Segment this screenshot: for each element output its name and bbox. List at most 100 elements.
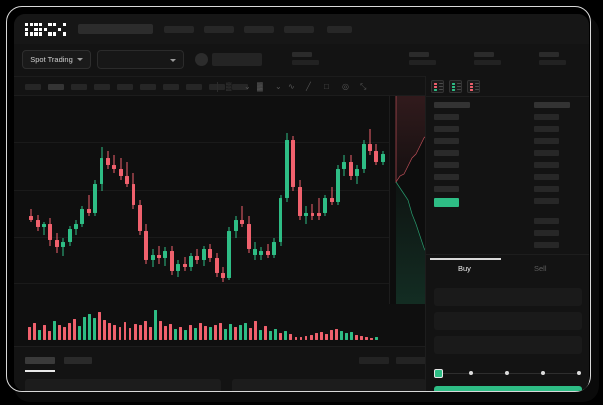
tab-sell[interactable]: Sell [534,264,547,273]
orderbook-bid-row[interactable] [534,242,559,248]
volume-bar [93,318,97,340]
market-type-selector[interactable]: Spot Trading [22,50,91,69]
candlestick [189,252,193,272]
chevron-down-icon[interactable]: ⌄ [244,82,251,91]
orderbook-ask-row[interactable] [434,114,459,120]
volume-bar [178,326,182,340]
bottom-card-right[interactable] [232,379,426,391]
candlestick [176,260,181,277]
trading-pair-selector[interactable] [97,50,184,69]
orderbook-bid-row[interactable] [534,174,559,180]
chevron-down-icon[interactable]: ⌄ [275,82,282,91]
candlestick-chart-icon[interactable]: ▒ [226,82,232,91]
stat-high [474,52,501,65]
nav-item-5[interactable] [327,26,352,33]
bottom-tab-order-history[interactable] [64,357,92,364]
candlestick [368,129,372,155]
orderbook-bid-row[interactable] [534,114,559,120]
orderbook-ask-row[interactable] [434,186,459,192]
bottom-action-1[interactable] [359,357,389,364]
price-chart[interactable] [14,96,425,304]
order-form-tabs: Buy Sell [426,258,589,280]
settings-icon[interactable]: ◎ [342,82,349,91]
percent-slider-stop-75[interactable] [541,371,545,375]
nav-item-4[interactable] [284,26,314,33]
bottom-panel [14,346,426,391]
interval-5[interactable] [117,84,133,90]
orderbook-bid-row[interactable] [534,186,559,192]
candlestick [157,245,162,264]
nav-item-2[interactable] [204,26,234,33]
pencil-icon[interactable]: ╱ [306,82,311,91]
interval-7[interactable] [163,84,179,90]
bottom-action-2[interactable] [396,357,426,364]
percent-slider-stop-50[interactable] [505,371,509,375]
amount-field[interactable] [434,312,582,330]
volume-bar [224,328,228,340]
orderbook-header-right [534,102,570,108]
candlestick [252,241,257,261]
volume-bar [244,323,248,340]
bottom-tab-open-orders[interactable] [25,357,55,364]
volume-bar [269,331,273,340]
camera-icon[interactable]: □ [324,82,329,91]
search-input[interactable] [78,24,153,34]
fullscreen-icon[interactable]: ⤡ [360,82,367,91]
interval-4[interactable] [94,84,110,90]
volume-bar [299,337,303,340]
orderbook-mode-asks-icon[interactable] [467,80,480,93]
interval-8[interactable] [186,84,202,90]
orderbook-bid-row[interactable] [534,138,559,144]
orderbook-bid-row[interactable] [534,150,559,156]
volume-bar [289,334,293,340]
orderbook-bid-row[interactable] [534,198,559,204]
chevron-down-icon [170,59,176,62]
volume-bar [304,336,308,340]
percent-slider-stop-25[interactable] [469,371,473,375]
orderbook-mode-both-icon[interactable] [431,80,444,93]
okx-logo-icon[interactable] [25,23,66,36]
bar-chart-icon[interactable]: ▓ [257,82,263,91]
orderbook-bid-row[interactable] [534,162,559,168]
market-type-label: Spot Trading [30,55,73,64]
nav-item-3[interactable] [244,26,274,33]
submit-buy-button[interactable] [434,386,582,391]
orderbook-ask-row[interactable] [434,174,459,180]
interval-6[interactable] [140,84,156,90]
orderbook-ask-row[interactable] [434,150,459,156]
candlestick [265,243,270,259]
nav-item-1[interactable] [164,26,194,33]
orderbook-mode-bids-icon[interactable] [449,80,462,93]
candlestick [329,187,334,206]
orderbook-ask-row[interactable] [434,138,459,144]
interval-3[interactable] [71,84,87,90]
percent-slider-handle[interactable] [434,369,443,378]
interval-1[interactable] [25,84,41,90]
orderbook-panel: Buy Sell [425,76,589,391]
total-field[interactable] [434,336,582,354]
orderbook-ask-row[interactable] [434,162,459,168]
interval-10[interactable] [232,84,248,90]
orderbook-bid-row[interactable] [534,218,559,224]
candlestick [374,143,379,166]
volume-bar [68,323,72,340]
bottom-card-left[interactable] [25,379,221,391]
candlestick [304,205,309,224]
stat-last-price [292,52,319,65]
candlestick [297,180,302,221]
orderbook-bid-row[interactable] [534,230,559,236]
line-chart-icon[interactable]: ∿ [288,82,295,91]
price-field[interactable] [434,288,582,306]
orderbook-bid-row[interactable] [534,126,559,132]
percent-slider-stop-100[interactable] [577,371,581,375]
volume-bar [254,321,258,340]
volume-bar [279,332,283,340]
volume-bar [334,328,338,340]
tab-buy[interactable]: Buy [458,264,471,273]
interval-2[interactable] [48,84,64,90]
candlestick [125,161,130,188]
orderbook-ask-row[interactable] [434,126,459,132]
volume-bar [183,330,187,340]
candlestick [233,216,238,239]
stat-change [409,52,436,65]
